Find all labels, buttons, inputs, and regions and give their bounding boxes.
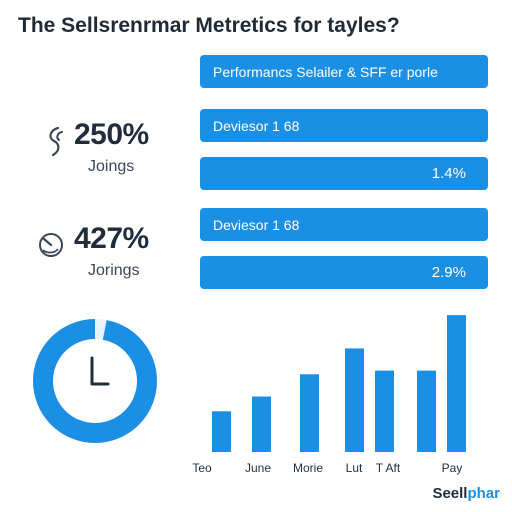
x-tick-label: Lut	[346, 461, 363, 475]
x-tick-label: Teo	[192, 461, 212, 475]
chart-bar	[300, 374, 319, 452]
clock-icon	[90, 356, 110, 386]
brand-part-1: Seell	[432, 485, 468, 502]
gauge-icon	[39, 233, 63, 257]
x-tick-label: Pay	[442, 461, 463, 475]
chart-bar	[212, 411, 231, 452]
x-tick-label: Morie	[293, 461, 323, 475]
donut-chart	[33, 319, 157, 443]
chart-bar	[252, 396, 271, 452]
stat-label-1: Joings	[88, 158, 135, 175]
x-tick-label: T Aft	[376, 461, 401, 475]
swirl-icon	[49, 126, 63, 157]
device-row-2-value[interactable]: 2.9%	[200, 256, 488, 289]
device-row-1-value[interactable]: 1.4%	[200, 157, 488, 190]
page-title: The Sellsrenrmar Metretics for tayles?	[18, 14, 400, 37]
chart-bar	[447, 315, 466, 452]
chart-bar	[417, 370, 436, 452]
stat-value-1: 250%	[74, 118, 149, 151]
device-row-2-label[interactable]: Deviesor 1 68	[200, 208, 488, 241]
stat-label-2: Jorings	[88, 262, 140, 279]
device-row-1-label[interactable]: Deviesor 1 68	[200, 109, 488, 142]
chart-bar	[345, 348, 364, 452]
donut-ring	[33, 319, 157, 443]
chart-bar	[375, 370, 394, 452]
stat-value-2: 427%	[74, 222, 149, 255]
x-tick-label: June	[245, 461, 271, 475]
brand-logo: Seellphar	[432, 485, 500, 502]
brand-part-2: phar	[467, 485, 500, 502]
performance-banner[interactable]: Performancs Selailer & SFF er porle	[200, 55, 488, 88]
bar-chart: Teo June Morie Lut T Aft Pay	[192, 315, 466, 475]
